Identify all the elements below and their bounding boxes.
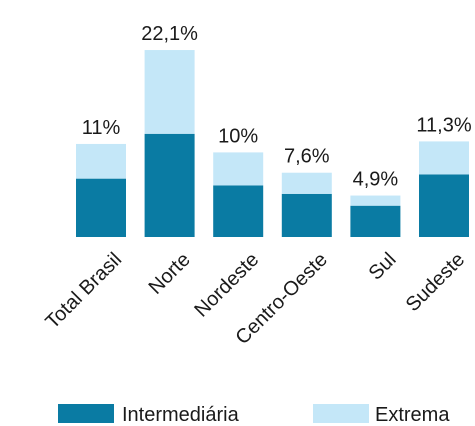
total-label: 7,6%	[284, 146, 330, 168]
x-tick-label: Nordeste	[190, 249, 263, 322]
legend-swatch	[313, 404, 369, 423]
total-label: 4,9%	[353, 169, 399, 191]
bar-segment	[76, 143, 126, 179]
bar-segment	[144, 50, 195, 134]
legend-swatch	[58, 404, 114, 423]
bar-segment	[350, 205, 401, 237]
x-tick-label: Sudeste	[402, 249, 469, 316]
bar-segment	[281, 172, 332, 194]
x-tick-label: Sul	[365, 249, 401, 285]
bar-segment	[213, 185, 264, 237]
legend-label: Extrema	[375, 404, 450, 426]
total-label: 10%	[218, 125, 258, 147]
total-label: 11,3%	[416, 114, 471, 136]
bar-segment	[281, 193, 332, 237]
bar-segment	[76, 178, 126, 237]
legend-label: Intermediária	[122, 404, 240, 426]
x-tick-label: Total Brasil	[41, 249, 126, 334]
bar-segment	[419, 174, 469, 237]
bar-segment	[350, 195, 401, 206]
bar-segment	[144, 133, 195, 237]
total-label: 22,1%	[141, 23, 198, 45]
bar-segment	[419, 141, 469, 175]
total-label: 11%	[82, 117, 121, 139]
bar-segment	[213, 152, 264, 186]
x-tick-label: Norte	[145, 249, 195, 299]
